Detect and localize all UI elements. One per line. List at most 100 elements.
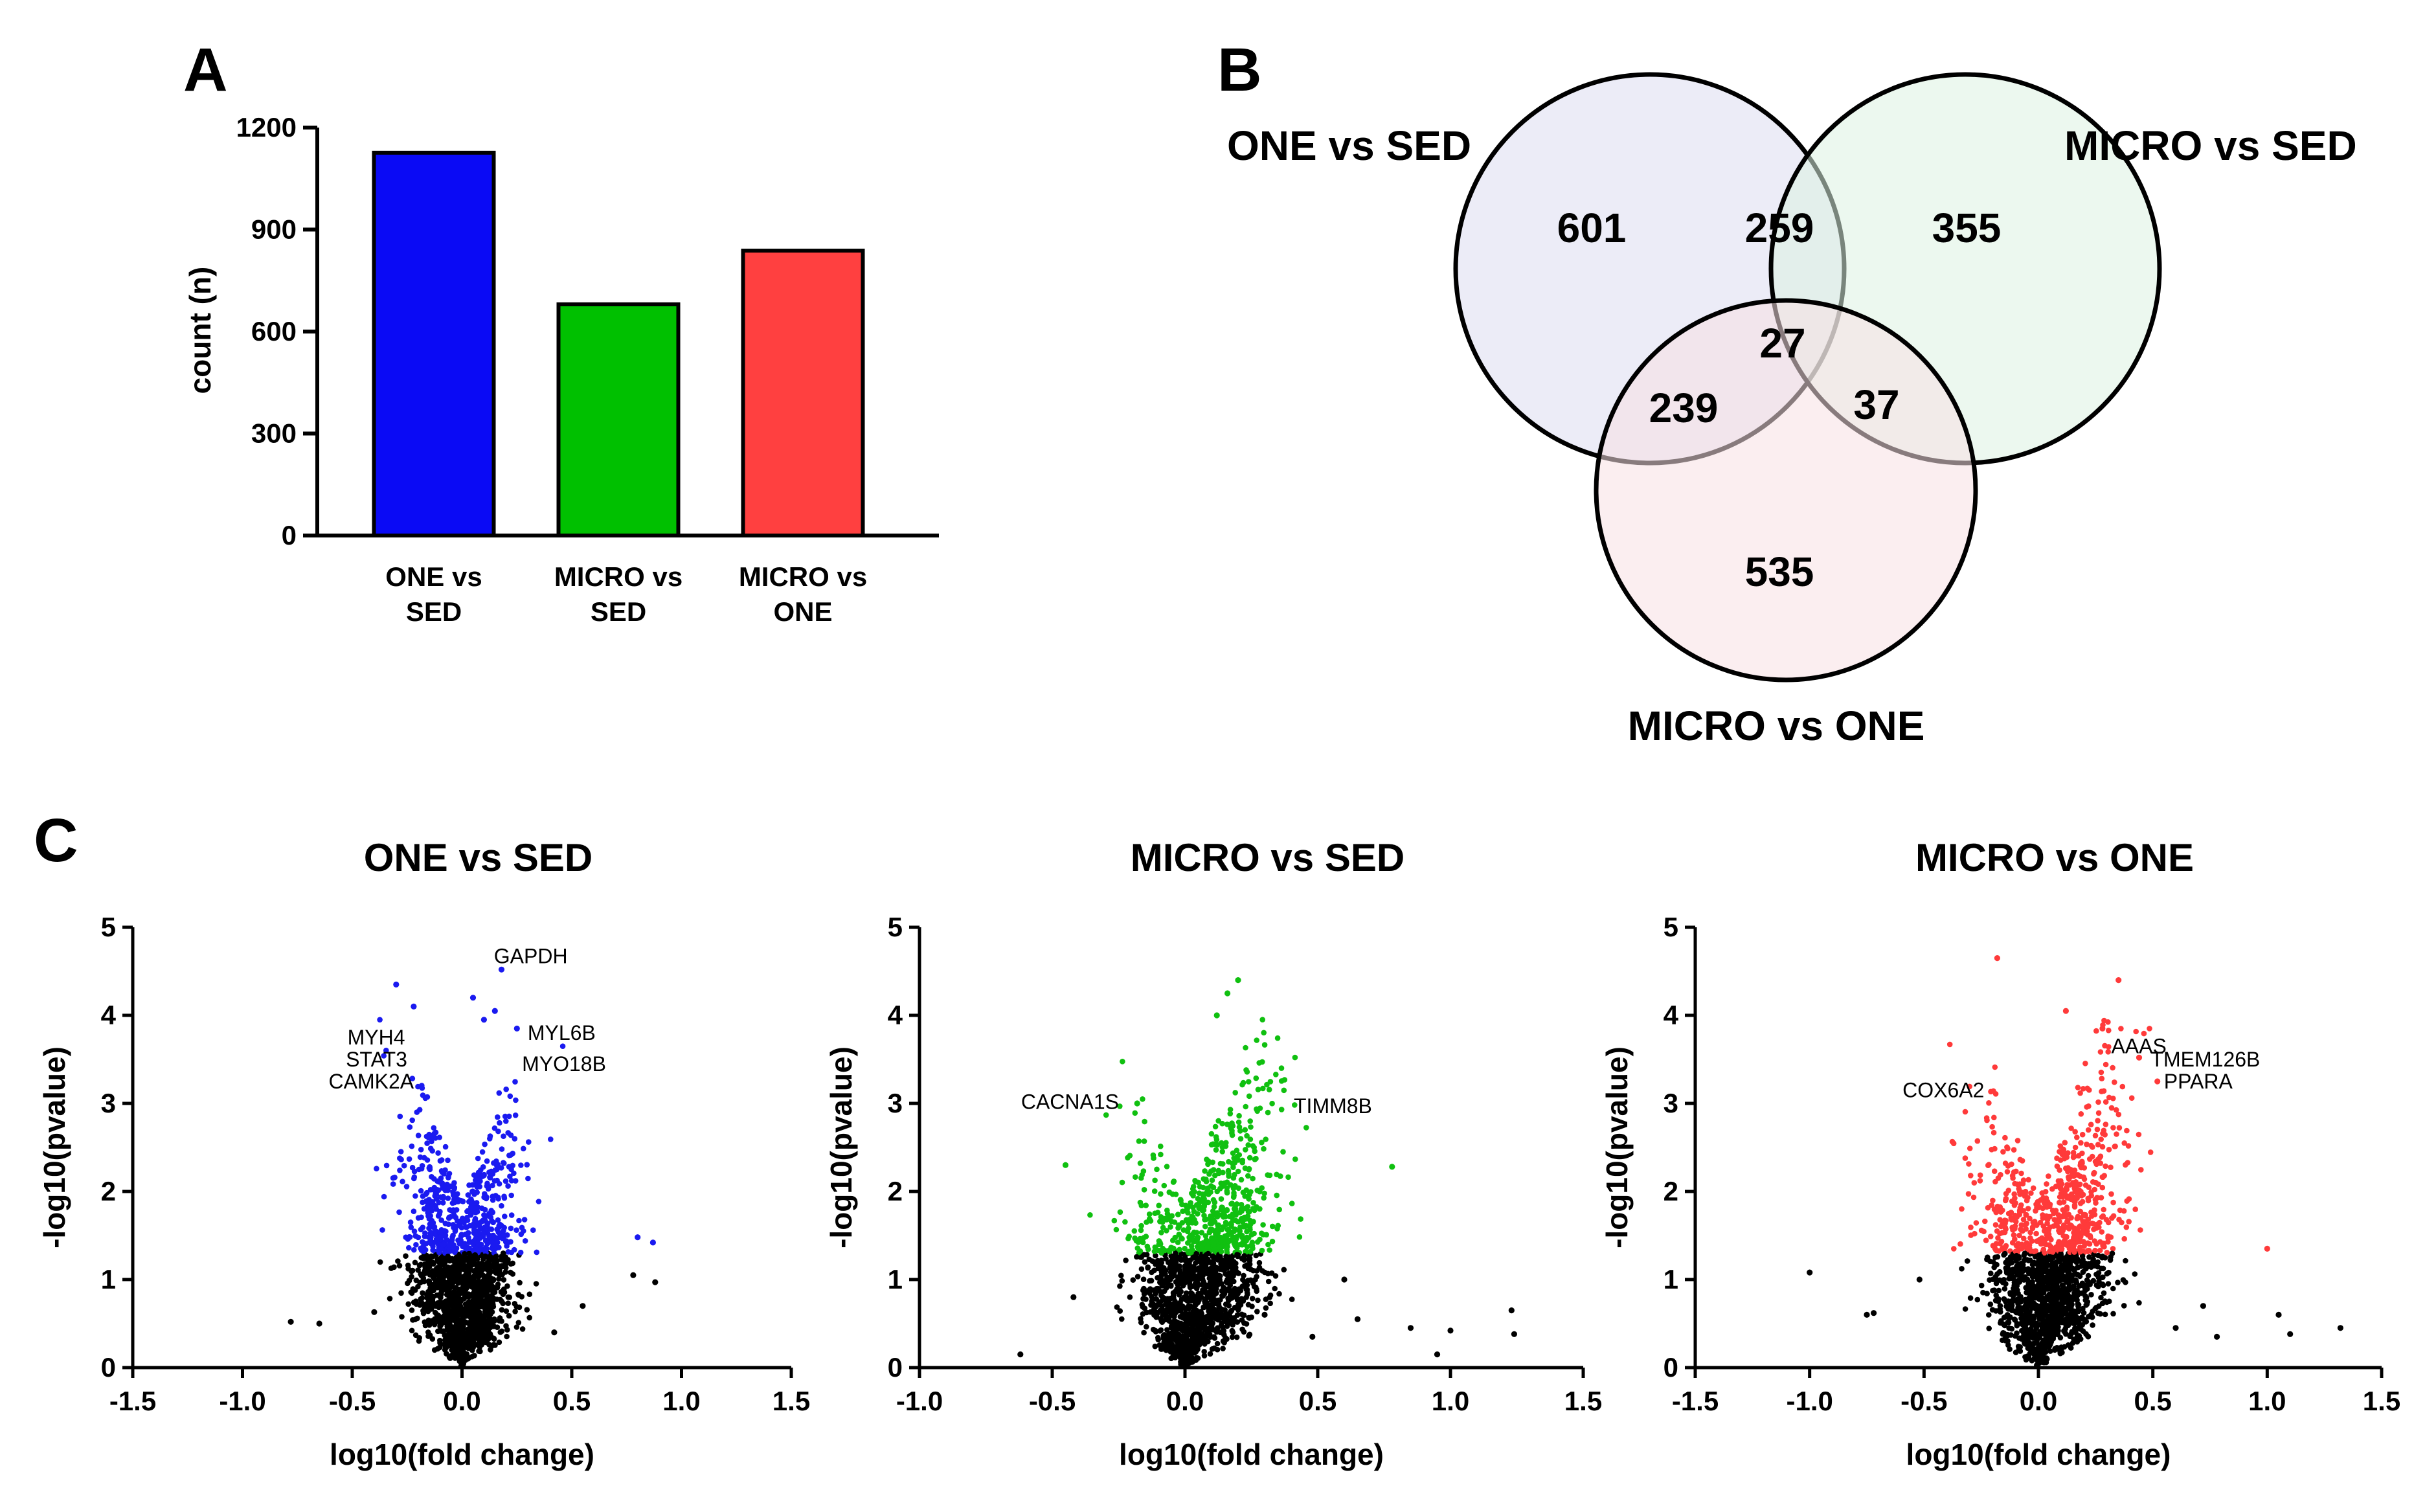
volcano1-point	[468, 1196, 474, 1202]
volcano1-point	[499, 1307, 505, 1313]
volcano2-point	[1213, 1269, 1219, 1274]
volcano3-point	[2033, 1230, 2039, 1237]
volcano2-point	[1158, 1327, 1164, 1333]
volcano3-point	[1957, 1241, 1963, 1247]
volcano2-point	[1146, 1290, 1153, 1296]
volcano1-point	[478, 1261, 484, 1267]
volcano2-point	[1212, 1345, 1217, 1351]
volcano2-point	[1240, 1277, 1246, 1283]
volcano3-point	[2099, 1229, 2105, 1235]
volcano1-point	[490, 1263, 496, 1269]
volcano2-point	[1224, 1122, 1230, 1127]
volcano3-point	[2024, 1240, 2030, 1246]
volcano2-point	[1269, 1270, 1275, 1276]
volcano1-point	[433, 1203, 438, 1210]
volcano2-point	[1243, 1103, 1248, 1110]
volcano2-point	[1139, 1172, 1145, 1178]
volcano3-point	[2002, 1160, 2009, 1166]
volcano3-point	[2120, 1277, 2126, 1283]
volcano2-point	[1196, 1297, 1202, 1303]
volcano3-point	[2091, 1226, 2097, 1232]
volcano3-point	[2022, 1223, 2028, 1228]
volcano3-point	[2110, 1125, 2116, 1131]
venn-circle-micro-vs-one	[1594, 298, 1978, 683]
volcano1-point	[502, 1269, 508, 1275]
volcano1-point	[508, 1166, 514, 1173]
volcano2-y-tick-label-4: 4	[888, 1000, 903, 1030]
volcano1-point	[484, 1260, 490, 1266]
volcano2-point	[1206, 1308, 1212, 1314]
volcano3-point	[1985, 1162, 1991, 1168]
volcano3-point	[2030, 1185, 2036, 1191]
volcano2-point	[1164, 1342, 1170, 1348]
volcano1-point	[371, 1309, 378, 1315]
volcano2-point	[1242, 1193, 1248, 1199]
volcano1-point	[480, 1017, 488, 1023]
volcano3-point	[2042, 1311, 2048, 1318]
volcano1-point	[431, 1347, 438, 1353]
volcano3-point	[2095, 1118, 2101, 1123]
volcano2-point	[1229, 1334, 1235, 1340]
volcano1-y-tick-label-0: 0	[101, 1352, 116, 1382]
volcano1-point	[407, 1219, 414, 1225]
volcano3-point	[2078, 1215, 2084, 1221]
bar-category-label-0-0: ONE vs	[385, 561, 482, 592]
volcano1-point	[441, 1307, 447, 1314]
volcano1-point	[453, 1290, 458, 1296]
volcano1-point	[471, 1315, 477, 1321]
volcano3-point	[1994, 1228, 2000, 1234]
volcano1-point	[494, 1285, 501, 1291]
volcano2-point	[1240, 1079, 1246, 1086]
volcano1-point	[501, 1277, 507, 1283]
volcano3-point	[2029, 1225, 2036, 1232]
volcano1-point	[512, 1309, 518, 1315]
volcano1-point	[436, 1344, 443, 1351]
volcano2-point	[1219, 1149, 1225, 1155]
volcano3-point	[2104, 1250, 2110, 1256]
volcano1-point	[397, 1168, 403, 1173]
volcano3-point	[1998, 1209, 2004, 1215]
volcano2-point	[1244, 1282, 1250, 1288]
volcano3-point	[2070, 1240, 2077, 1246]
volcano2-point	[1229, 1290, 1235, 1296]
volcano1-point	[490, 1193, 495, 1199]
volcano2-point	[1155, 1265, 1161, 1272]
volcano2-point	[1214, 1210, 1221, 1216]
volcano1-point	[383, 1047, 389, 1054]
volcano2-point	[1224, 1314, 1230, 1320]
volcano2-point	[1203, 1252, 1210, 1258]
volcano3-point	[2095, 1099, 2101, 1105]
volcano2-point	[1244, 1228, 1250, 1235]
volcano2-point	[1246, 1155, 1253, 1161]
volcano1-point	[460, 1281, 466, 1287]
volcano2-point	[1289, 1201, 1295, 1206]
volcano2-point	[1226, 1158, 1232, 1165]
volcano1-point	[504, 1283, 510, 1289]
volcano1-point	[446, 1342, 452, 1349]
volcano3-point	[1968, 1224, 1974, 1230]
volcano3-point	[2093, 1200, 2099, 1206]
volcano2-point	[1234, 1245, 1240, 1251]
volcano1-point	[507, 1093, 513, 1100]
volcano2-point	[1122, 1219, 1128, 1225]
volcano2-point	[1158, 1144, 1164, 1149]
volcano2-point	[1190, 1214, 1196, 1220]
volcano2-point	[1186, 1220, 1191, 1226]
volcano2-point	[1219, 1120, 1225, 1127]
volcano3-point	[2072, 1129, 2078, 1135]
volcano2-point	[1117, 1103, 1123, 1109]
volcano1-gene-gapdh: GAPDH	[494, 944, 568, 967]
volcano2-point	[1227, 1111, 1234, 1117]
volcano1-point	[559, 1043, 566, 1049]
volcano3-point	[1968, 1173, 1974, 1179]
volcano2-point	[1201, 1324, 1206, 1331]
volcano2-point	[1155, 1210, 1161, 1215]
volcano2-point	[1263, 1136, 1269, 1142]
volcano1-point	[473, 1294, 479, 1300]
volcano1-point	[506, 1113, 512, 1120]
volcano2-point	[1219, 1140, 1224, 1146]
volcano3-point	[2090, 1278, 2097, 1284]
volcano2-point	[1224, 1207, 1230, 1213]
volcano2-point	[1244, 1133, 1250, 1139]
